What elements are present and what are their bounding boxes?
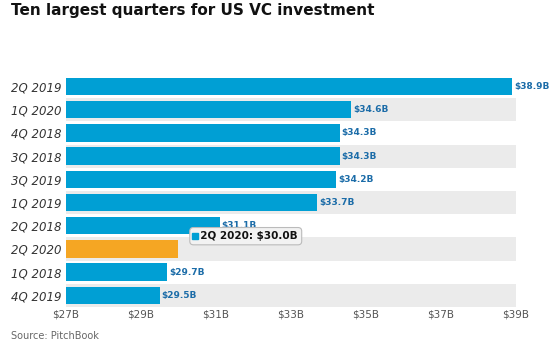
Text: $34.3B: $34.3B	[341, 152, 377, 161]
Text: Source: PitchBook: Source: PitchBook	[11, 331, 99, 341]
Text: $38.9B: $38.9B	[514, 82, 549, 91]
Text: $31.1B: $31.1B	[222, 221, 257, 230]
Bar	[66, 147, 340, 165]
Bar	[66, 121, 516, 145]
Bar	[66, 145, 516, 168]
Bar	[66, 98, 516, 121]
Bar	[66, 263, 167, 281]
Bar	[66, 284, 516, 307]
Bar	[66, 168, 516, 191]
Bar	[66, 261, 516, 284]
Bar	[66, 75, 516, 98]
Bar	[66, 240, 178, 258]
Text: $29.7B: $29.7B	[169, 268, 205, 277]
Text: $29.5B: $29.5B	[161, 291, 197, 300]
Bar	[66, 217, 220, 235]
Bar	[66, 286, 160, 304]
Bar	[66, 214, 516, 237]
Bar	[66, 78, 512, 95]
Text: $34.6B: $34.6B	[353, 105, 388, 114]
Bar	[66, 170, 336, 188]
Text: Ten largest quarters for US VC investment: Ten largest quarters for US VC investmen…	[11, 3, 374, 18]
Text: $34.3B: $34.3B	[341, 129, 377, 137]
Text: 2Q 2020: $30.0B: 2Q 2020: $30.0B	[193, 231, 298, 241]
Text: $34.2B: $34.2B	[338, 175, 373, 184]
Bar	[66, 124, 340, 142]
Text: $33.7B: $33.7B	[319, 198, 355, 207]
Bar	[66, 194, 317, 211]
Bar	[66, 101, 351, 119]
Bar	[66, 237, 516, 261]
Bar	[66, 191, 516, 214]
